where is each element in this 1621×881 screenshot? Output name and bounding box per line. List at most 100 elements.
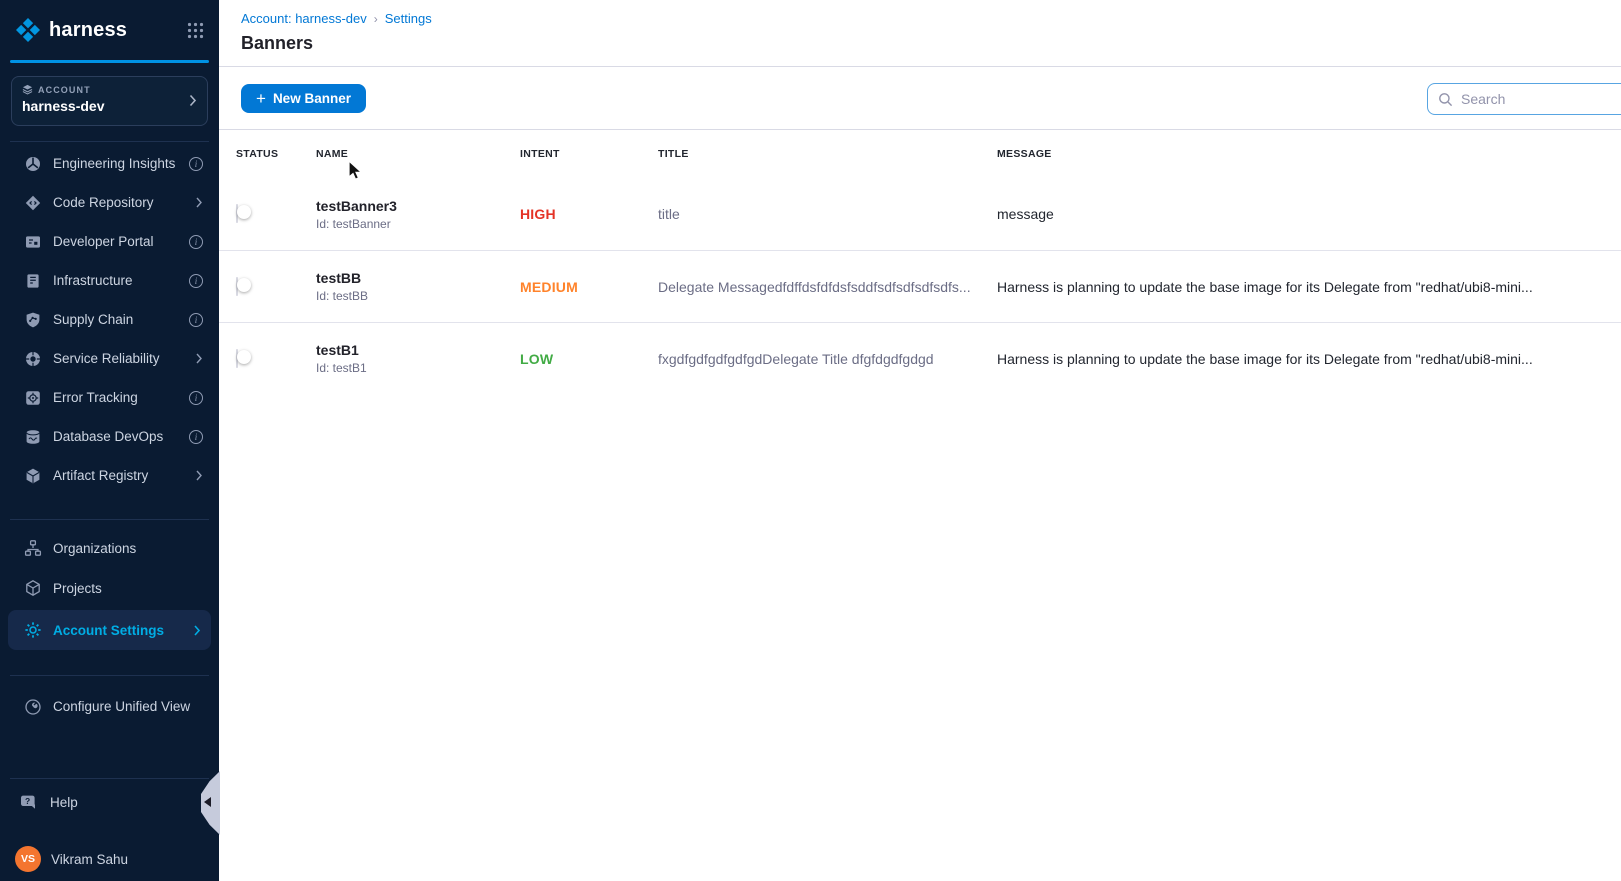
divider <box>10 141 209 142</box>
help-nav: ? Help <box>0 783 219 822</box>
info-icon[interactable]: i <box>189 390 203 405</box>
search-box <box>1427 83 1621 115</box>
sidebar-item-label: Database DevOps <box>53 429 164 444</box>
chevron-right-icon <box>196 470 203 481</box>
banner-title: Delegate Messagedfdffdsfdfdsfsddfsdfsdfs… <box>658 278 971 295</box>
banner-title: title <box>658 206 680 222</box>
account-nav: Organizations Projects Account Settings <box>0 528 219 650</box>
search-icon <box>1439 92 1453 106</box>
configure-unified-view-icon <box>25 698 41 715</box>
sidebar-item-projects[interactable]: Projects <box>0 568 219 608</box>
sidebar-item-developer-portal[interactable]: Developer Portal i <box>0 222 219 261</box>
app-grid-icon[interactable] <box>187 22 204 39</box>
artifact-registry-icon <box>26 468 40 483</box>
info-icon[interactable]: i <box>189 312 203 327</box>
sidebar-item-service-reliability[interactable]: Service Reliability <box>0 339 219 378</box>
chevron-left-icon <box>204 797 211 807</box>
sidebar-item-help[interactable]: ? Help <box>0 783 219 822</box>
main-content: Account: harness-dev › Settings Banners … <box>219 0 1621 881</box>
banners-table: testBanner3 Id: testBanner HIGH title me… <box>219 178 1621 394</box>
sidebar-item-label: Engineering Insights <box>53 156 176 171</box>
sidebar-item-supply-chain[interactable]: Supply Chain i <box>0 300 219 339</box>
sidebar-item-artifact-registry[interactable]: Artifact Registry <box>0 456 219 495</box>
supply-chain-icon <box>26 312 40 327</box>
toggle-knob <box>237 277 251 292</box>
intent-badge: MEDIUM <box>520 278 578 295</box>
banner-message: Harness is planning to update the base i… <box>997 278 1533 295</box>
sidebar-item-infrastructure[interactable]: Infrastructure i <box>0 261 219 300</box>
sidebar-item-label: Supply Chain <box>53 312 134 327</box>
table-row[interactable]: testBB Id: testBB MEDIUM Delegate Messag… <box>219 250 1621 322</box>
page-title: Banners <box>241 33 314 53</box>
sidebar-item-organizations[interactable]: Organizations <box>0 528 219 568</box>
sidebar-item-label: Artifact Registry <box>53 468 149 483</box>
service-reliability-icon <box>26 351 40 366</box>
sidebar-item-account-settings[interactable]: Account Settings <box>8 610 211 650</box>
breadcrumb: Account: harness-dev › Settings <box>241 11 1621 26</box>
breadcrumb-settings-link[interactable]: Settings <box>384 11 432 26</box>
banner-id: Id: testBanner <box>316 216 391 231</box>
intent-badge: LOW <box>520 350 554 367</box>
column-header-message: MESSAGE <box>997 148 1052 160</box>
column-header-title: TITLE <box>658 148 689 160</box>
table-row[interactable]: testB1 Id: testB1 LOW fxgdfgdfgdfgdfgdDe… <box>219 322 1621 394</box>
sidebar-item-database-devops[interactable]: Database DevOps i <box>0 417 219 456</box>
spacer <box>0 726 219 778</box>
sidebar-header: harness <box>0 0 219 60</box>
sidebar-item-code-repository[interactable]: Code Repository <box>0 183 219 222</box>
code-repository-icon <box>25 195 41 210</box>
sidebar-item-label: Service Reliability <box>53 351 160 366</box>
intent-badge: HIGH <box>520 206 556 222</box>
sidebar-item-label: Projects <box>53 580 102 596</box>
info-icon[interactable]: i <box>189 156 203 171</box>
svg-text:?: ? <box>25 796 30 806</box>
avatar: VS <box>15 846 41 872</box>
banner-toggle[interactable] <box>236 276 251 296</box>
breadcrumb-separator: › <box>373 11 378 26</box>
info-icon[interactable]: i <box>189 429 203 444</box>
info-icon[interactable]: i <box>189 234 203 249</box>
banner-message: Harness is planning to update the base i… <box>997 350 1533 367</box>
organizations-icon <box>24 540 42 556</box>
info-icon[interactable]: i <box>189 273 203 288</box>
sidebar-accent-line <box>10 60 209 63</box>
sidebar: harness ACCOUNT harness-dev Engineering … <box>0 0 219 881</box>
sidebar-item-error-tracking[interactable]: Error Tracking i <box>0 378 219 417</box>
toggle-knob <box>237 205 251 219</box>
table-row[interactable]: testBanner3 Id: testBanner HIGH title me… <box>219 178 1621 250</box>
layers-icon <box>22 84 33 95</box>
banner-toggle[interactable] <box>236 348 251 368</box>
tools-nav: Configure Unified View <box>0 687 219 726</box>
breadcrumb-account-link[interactable]: Account: harness-dev <box>241 11 367 26</box>
sidebar-collapse-handle[interactable] <box>201 771 220 835</box>
sidebar-item-label: Infrastructure <box>53 273 133 288</box>
database-devops-icon <box>26 429 40 444</box>
banner-message: message <box>997 206 1054 222</box>
banner-toggle[interactable] <box>236 204 251 223</box>
new-banner-button[interactable]: + New Banner <box>241 84 366 113</box>
sidebar-item-label: Code Repository <box>53 195 154 210</box>
sidebar-item-configure-unified-view[interactable]: Configure Unified View <box>0 687 219 726</box>
user-profile[interactable]: VS Vikram Sahu <box>0 837 219 881</box>
column-header-intent: INTENT <box>520 148 560 160</box>
account-settings-icon <box>25 622 41 638</box>
sidebar-item-label: Help <box>50 795 78 810</box>
banner-id: Id: testB1 <box>316 361 367 375</box>
banner-name: testB1 <box>316 342 359 358</box>
account-selector[interactable]: ACCOUNT harness-dev <box>11 76 208 126</box>
account-name: harness-dev <box>22 98 105 114</box>
divider <box>10 778 209 779</box>
divider <box>10 519 209 520</box>
error-tracking-icon <box>26 390 40 405</box>
engineering-insights-icon <box>26 156 40 171</box>
column-header-status: STATUS <box>236 148 279 160</box>
sidebar-item-label: Error Tracking <box>53 390 138 405</box>
help-icon: ? <box>21 795 35 809</box>
sidebar-item-label: Configure Unified View <box>53 699 191 714</box>
search-input[interactable] <box>1461 91 1621 107</box>
user-name: Vikram Sahu <box>51 851 129 867</box>
divider <box>10 675 209 676</box>
sidebar-item-engineering-insights[interactable]: Engineering Insights i <box>0 144 219 183</box>
chevron-right-icon <box>196 197 203 208</box>
sidebar-item-label: Account Settings <box>53 622 165 638</box>
